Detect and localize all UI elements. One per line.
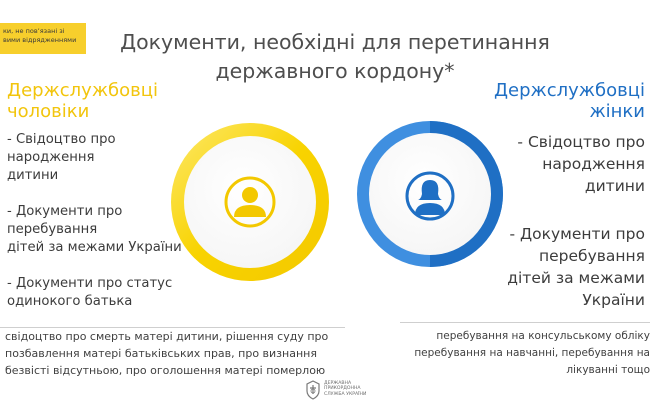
logo-line: ДЕРЖАВНА — [324, 381, 352, 386]
border-service-emblem-icon — [306, 380, 320, 400]
male-person-icon — [224, 176, 276, 228]
note-line: свідоцтво про смерть матері дитини, ріше… — [5, 330, 329, 343]
female-item-abroad-documents: - Документи про перебування дітей за меж… — [485, 223, 645, 311]
list-line: дітей за межами — [507, 269, 645, 287]
female-item-birth-certificate: - Свідоцтво про народження дитини — [485, 131, 645, 197]
note-line: перебування на консульському обліку — [436, 330, 650, 342]
list-line: - Документи про статус — [7, 276, 173, 291]
male-document-list: - Свідоцтво про народження дитини - Доку… — [7, 131, 197, 329]
divider-left — [0, 327, 345, 328]
note-line: перебування на навчанні, перебування на — [414, 347, 650, 359]
logo-line: СЛУЖБА УКРАЇНИ — [324, 391, 367, 397]
female-person-icon — [405, 171, 455, 221]
male-item-single-father-status: - Документи про статус одинокого батька — [7, 275, 197, 311]
female-document-list: - Свідоцтво про народження дитини - Доку… — [485, 131, 645, 337]
list-line: народження — [542, 155, 645, 173]
female-heading-line-1: Держслужбовці — [493, 80, 645, 101]
list-line: - Свідоцтво про — [517, 133, 645, 151]
list-line: народження — [7, 150, 95, 165]
list-line: перебування — [7, 222, 98, 237]
female-heading-line-2: жінки — [589, 101, 645, 122]
list-line: - Свідоцтво про — [7, 132, 116, 147]
male-heading-line-1: Держслужбовці — [7, 80, 159, 101]
male-heading: Держслужбовці чоловіки — [7, 80, 158, 122]
list-line: дитини — [7, 168, 59, 183]
male-ring — [171, 123, 329, 281]
list-line: одинокого батька — [7, 294, 133, 309]
female-ring — [357, 121, 503, 267]
female-extra-documents-note: перебування на консульському обліку пере… — [392, 328, 650, 379]
list-line: дитини — [584, 177, 645, 195]
list-line: дітей за межами України — [7, 240, 182, 255]
list-line: України — [582, 291, 645, 309]
list-line: перебування — [538, 247, 645, 265]
note-line: позбавлення матері батьківських прав, пр… — [5, 347, 317, 360]
page-title: Документи, необхідні для перетинання дер… — [100, 28, 570, 86]
male-item-birth-certificate: - Свідоцтво про народження дитини — [7, 131, 197, 185]
title-line-2: державного кордону* — [215, 59, 455, 83]
border-service-logo-text: ДЕРЖАВНА ПРИКОРДОННА СЛУЖБА УКРАЇНИ — [324, 381, 366, 397]
male-item-abroad-documents: - Документи про перебування дітей за меж… — [7, 203, 197, 257]
list-line: - Документи про — [7, 204, 123, 219]
title-line-1: Документи, необхідні для перетинання — [120, 30, 550, 54]
badge-line-1: ки, не пов’язані зі — [3, 27, 65, 35]
male-heading-line-2: чоловіки — [7, 101, 90, 122]
female-heading: Держслужбовці жінки — [494, 80, 645, 122]
male-extra-documents-note: свідоцтво про смерть матері дитини, ріше… — [5, 328, 350, 379]
divider-right — [400, 322, 650, 323]
note-line: безвісті відсутньою, про оголошення мате… — [5, 364, 326, 377]
list-line: - Документи про — [509, 225, 646, 243]
note-line: лікуванні тощо — [566, 364, 650, 376]
note-badge: ки, не пов’язані зі вими відрядженнями — [0, 23, 86, 54]
badge-line-2: вими відрядженнями — [3, 36, 77, 44]
logo-line: ПРИКОРДОННА — [324, 386, 361, 392]
